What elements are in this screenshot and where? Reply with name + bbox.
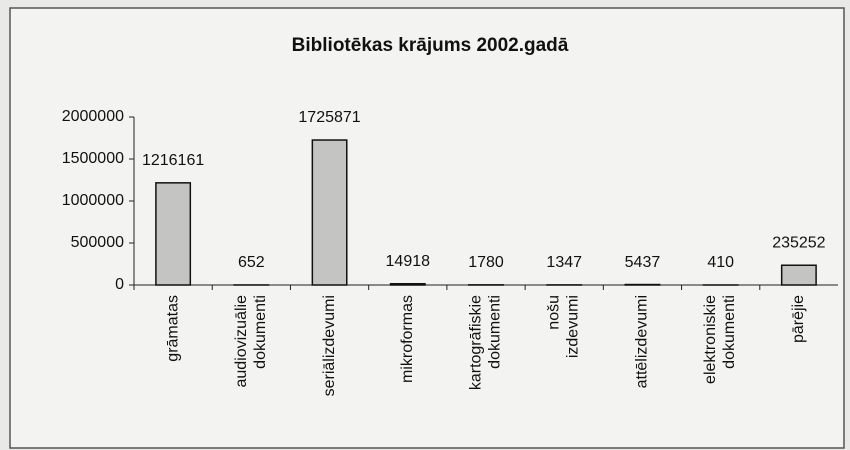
bar (780, 264, 817, 286)
data-label: 235252 (772, 234, 825, 251)
data-label: 1347 (546, 254, 582, 271)
y-tick-label: 0 (115, 276, 124, 293)
x-tick-label: seriālizdevumi (321, 295, 338, 396)
data-label: 1725871 (298, 109, 360, 126)
y-tick-label: 1000000 (62, 192, 124, 209)
x-tick-label: attēlizdevumi (634, 295, 651, 388)
y-tick-label: 2000000 (62, 108, 124, 125)
chart-frame (9, 7, 845, 449)
bar (389, 282, 426, 286)
y-tick-label: 500000 (71, 234, 124, 251)
x-tick-label: nošu izdevumi (546, 295, 582, 358)
x-tick-label: elektroniskie dokumenti (702, 295, 738, 384)
data-label: 1780 (468, 254, 504, 271)
x-tick-label: mikroformas (399, 295, 416, 383)
y-tick-label: 1500000 (62, 150, 124, 167)
x-tick-label: kartogrāfiskie dokumenti (468, 295, 504, 390)
data-label: 652 (238, 254, 265, 271)
data-label: 5437 (625, 254, 661, 271)
data-label: 410 (707, 254, 734, 271)
bar (311, 139, 348, 286)
x-tick-label: grāmatas (164, 295, 181, 362)
bar (155, 182, 192, 286)
chart-title: Bibliotēkas krājums 2002.gadā (292, 35, 569, 56)
x-tick-label: pārējie (790, 295, 807, 343)
data-label: 14918 (386, 253, 431, 270)
data-label: 1216161 (142, 152, 204, 169)
x-tick-label: audiovizuālie dokumenti (233, 295, 269, 388)
